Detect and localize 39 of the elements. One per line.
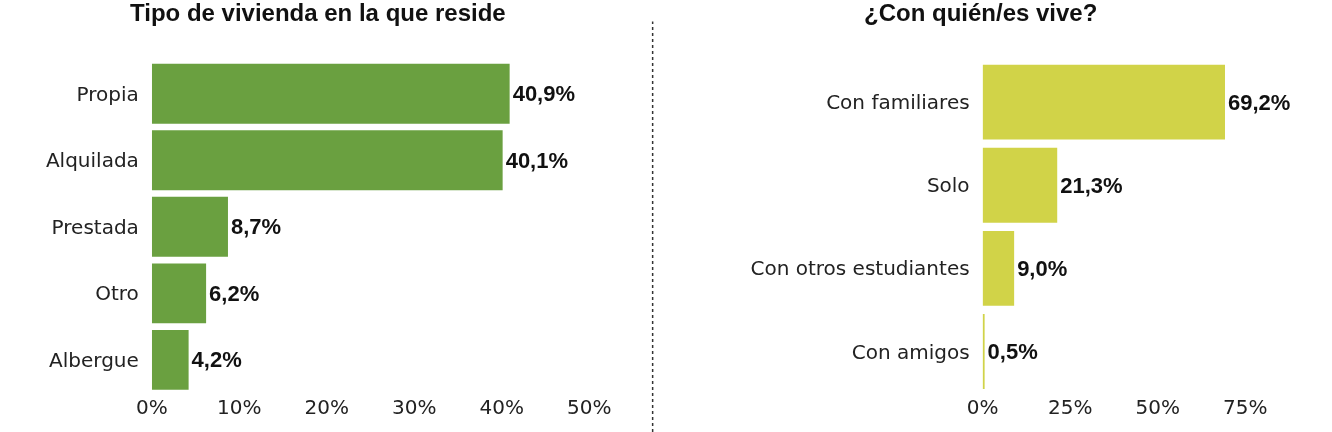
y-tick-label: Con otros estudiantes xyxy=(750,256,970,281)
y-tick-label: Alquilada xyxy=(45,148,139,173)
y-tick-label: Otro xyxy=(95,281,139,306)
bar xyxy=(982,314,985,389)
data-label: 0,5% xyxy=(987,339,1038,365)
x-tick-label: 75% xyxy=(1223,395,1268,420)
x-tick-label: 50% xyxy=(567,395,612,420)
x-tick-label: 0% xyxy=(136,395,168,420)
y-tick-label: Con familiares xyxy=(826,90,970,115)
bar xyxy=(982,64,1225,140)
x-tick-label: 40% xyxy=(479,395,524,420)
x-tick-label: 10% xyxy=(217,395,262,420)
chart-title: Tipo de vivienda en la que reside xyxy=(130,0,506,26)
bar xyxy=(982,147,1058,223)
data-label: 8,7% xyxy=(230,214,282,240)
bar xyxy=(151,196,228,257)
x-tick-label: 20% xyxy=(304,395,350,420)
x-tick-label: 0% xyxy=(966,395,999,420)
y-tick-label: Albergue xyxy=(49,347,139,372)
bar xyxy=(151,329,189,390)
x-tick-label: 30% xyxy=(392,395,437,420)
y-tick-label: Propia xyxy=(76,81,139,106)
data-label: 40,9% xyxy=(512,81,576,107)
data-label: 6,2% xyxy=(209,280,260,306)
chart-title: ¿Con quién/es vive? xyxy=(864,0,1098,26)
bar xyxy=(151,63,510,124)
y-tick-label: Solo xyxy=(926,173,970,198)
data-label: 40,1% xyxy=(505,147,569,173)
bar xyxy=(151,263,207,324)
x-tick-label: 25% xyxy=(1047,395,1093,420)
data-label: 69,2% xyxy=(1227,89,1291,115)
x-tick-label: 50% xyxy=(1135,395,1180,420)
bar xyxy=(982,230,1015,306)
data-label: 21,3% xyxy=(1060,172,1123,198)
bar xyxy=(151,130,503,191)
y-tick-label: Con amigos xyxy=(851,339,970,364)
y-tick-label: Prestada xyxy=(51,214,139,239)
data-label: 9,0% xyxy=(1017,255,1068,281)
data-label: 4,2% xyxy=(191,347,242,373)
